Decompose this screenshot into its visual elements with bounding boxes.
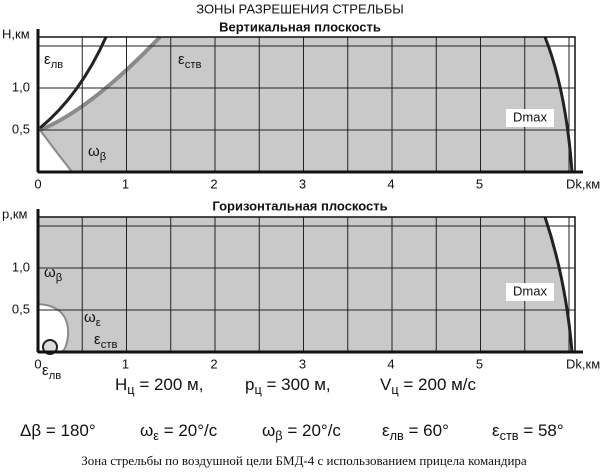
subscript: ε [96,317,101,329]
text: = 58° [519,421,564,440]
text: = 180° [41,421,96,440]
fire-zone [38,217,572,352]
subtitle: Горизонтальная плоскость [212,198,387,213]
range-label: Dmax [513,283,547,298]
subscript: лв [49,370,62,382]
symbol: ω [140,421,153,440]
subscript: ц [127,382,135,397]
subscript: β [275,428,282,443]
x-tick-label: 4 [387,176,394,191]
curve-label: ωε [84,309,101,329]
symbol: V [380,375,392,394]
symbol: ε [382,421,390,440]
text: = 20°/с [159,421,218,440]
curve-label: εлв [42,362,61,382]
range-label: Dmax [513,109,547,124]
y-axis-label: р,км [2,206,28,221]
subscript: лв [390,428,404,443]
symbol: ω [262,421,275,440]
subscript: ств [185,59,202,71]
x-tick-label: 4 [387,356,394,371]
subtitle: Вертикальная плоскость [219,19,381,34]
text: = 20°/с [283,421,342,440]
y-tick-label: 1,0 [12,259,30,274]
symbol: ε [492,421,500,440]
subscript: лв [51,59,64,71]
text: = 200 м, [135,375,204,394]
x-tick-label: 2 [210,356,217,371]
subscript: β [100,151,107,163]
symbol: ε [44,51,51,68]
eps-stv-curve [39,35,162,132]
subscript: ε [153,428,159,443]
dmax-box [506,283,554,301]
curve-label: ωβ [44,264,63,284]
symbol: ω [88,143,100,160]
y-tick-label: 0,5 [12,301,30,316]
x-axis-label: Dk,км [566,356,600,371]
text: = 300 м, [262,375,331,394]
y-tick-label: 0,5 [12,121,30,136]
caption: Зона стрельбы по воздушной цели БМД-4 с … [81,453,527,468]
x-axis-label: Dk,км [566,176,600,191]
y-axis-label: H,км [2,26,30,41]
symbol: ε [42,362,49,379]
curve-label: εлв [44,51,63,71]
parameter: εств = 58° [492,421,564,443]
subscript: ц [391,382,399,397]
parameter: ωε = 20°/с [140,421,218,443]
symbol: ε [178,51,185,68]
origin-label: 0 [34,176,41,191]
symbol: H [115,375,127,394]
x-tick-label: 3 [299,176,306,191]
dmax-arc [543,216,574,353]
fire-zone [40,37,572,172]
dmax-box [506,109,554,127]
eps-lv-curve [39,36,108,130]
parameter: рц = 300 м, [245,375,331,397]
parameter: ωβ = 20°/с [262,421,341,443]
origin-label: 0 [34,356,41,371]
text: = 60° [404,421,449,440]
subscript: β [56,272,63,284]
symbol: Δβ [20,421,41,440]
symbol: ω [84,309,96,326]
curve-label: εств [94,331,117,351]
x-tick-label: 3 [299,356,306,371]
text: = 200 м/с [399,375,477,394]
x-tick-label: 2 [210,176,217,191]
x-tick-label: 5 [476,176,483,191]
curve-label: ωβ [88,143,107,163]
subscript: ств [500,428,519,443]
vertical-zone [39,35,574,173]
subscript: ц [254,382,262,397]
horizontal-zone [37,216,574,355]
curve-label: εств [178,51,201,71]
y-tick-label: 1,0 [12,79,30,94]
parameter: Vц = 200 м/с [380,375,477,397]
parameter: εлв = 60° [382,421,449,443]
symbol: ε [94,331,101,348]
x-tick-label: 1 [122,356,129,371]
x-tick-label: 1 [122,176,129,191]
omega-curve [39,129,73,173]
subscript: ств [101,339,118,351]
symbol: р [245,375,254,394]
parameter: Hц = 200 м, [115,375,203,397]
title: ЗОНЫ РАЗРЕШЕНИЯ СТРЕЛЬБЫ [196,1,404,16]
x-tick-label: 5 [476,356,483,371]
dmax-arc [543,36,574,173]
parameter: Δβ = 180° [20,421,96,440]
symbol: ω [44,264,56,281]
